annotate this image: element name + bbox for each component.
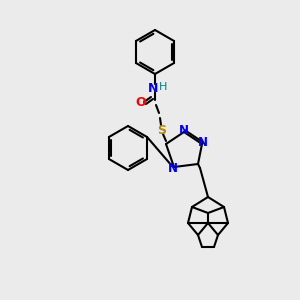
Text: N: N bbox=[148, 82, 158, 94]
Text: O: O bbox=[136, 95, 146, 109]
Text: N: N bbox=[198, 136, 208, 149]
Text: S: S bbox=[158, 124, 166, 136]
Text: H: H bbox=[159, 82, 167, 92]
Text: N: N bbox=[179, 124, 189, 137]
Text: N: N bbox=[168, 161, 178, 175]
